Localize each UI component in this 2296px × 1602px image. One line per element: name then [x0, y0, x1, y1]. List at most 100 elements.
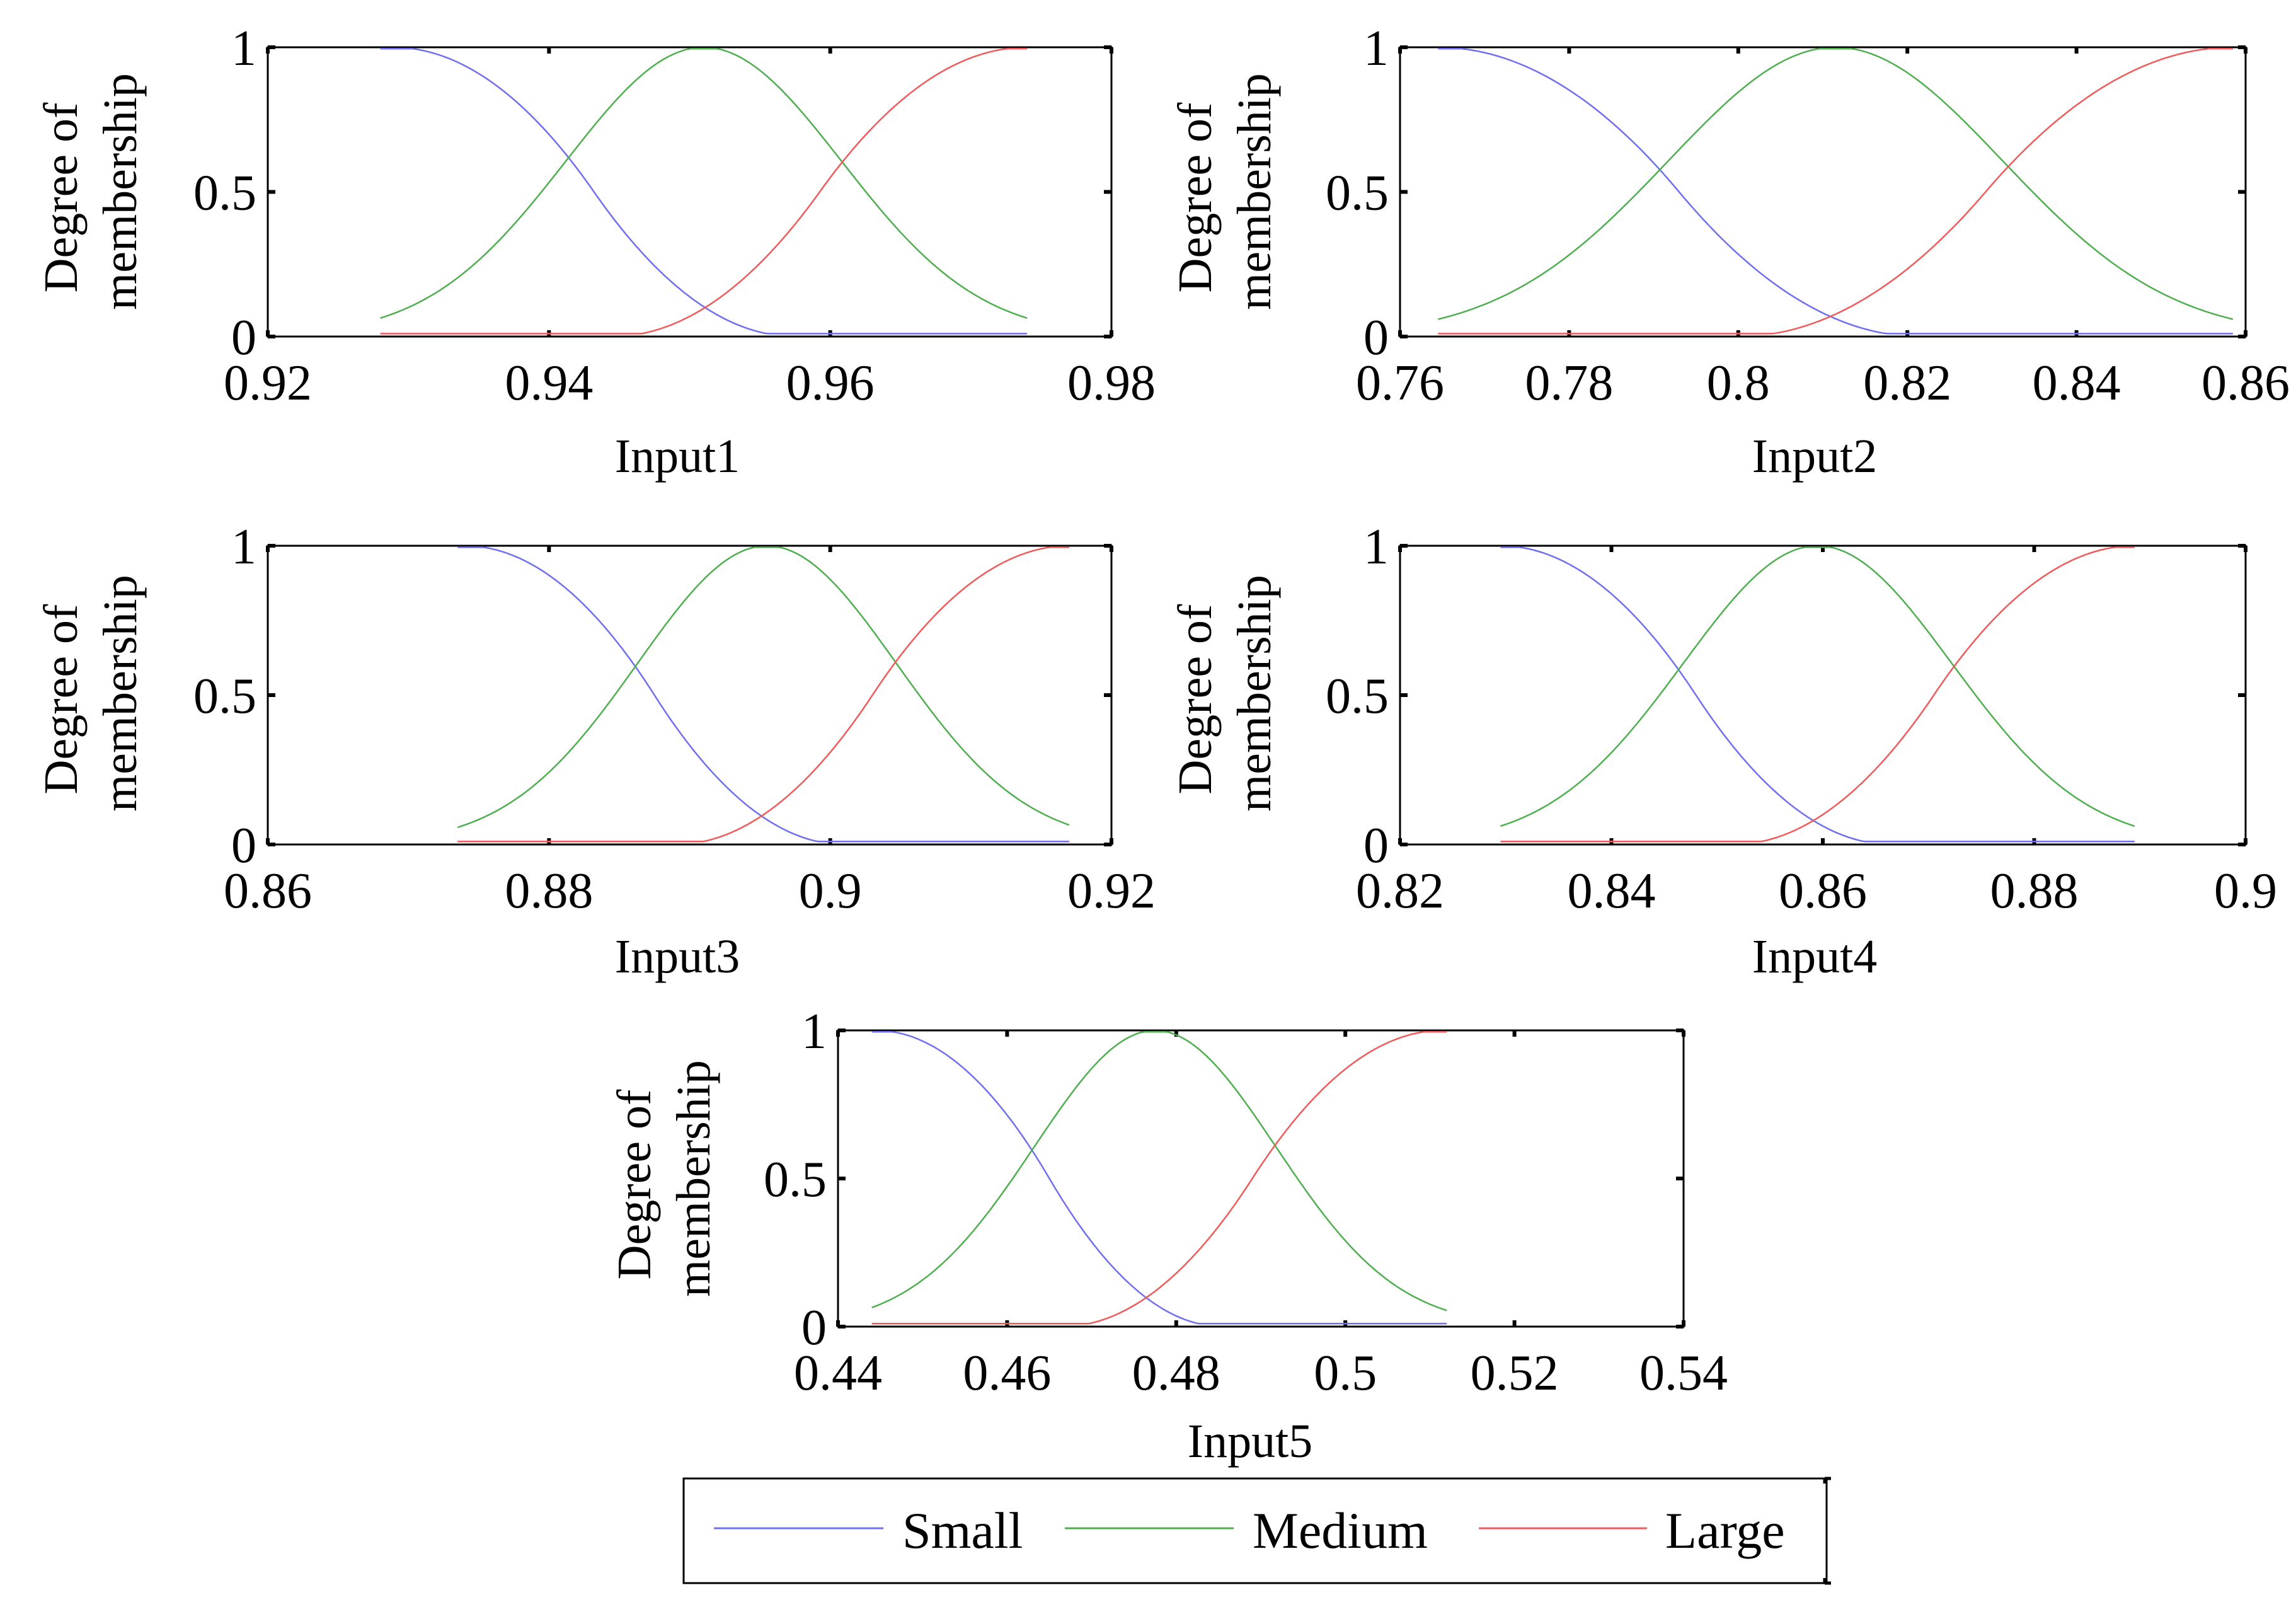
series-line-small — [871, 1031, 1447, 1325]
x-axis-label: Input4 — [1752, 930, 1877, 983]
y-tick-label: 1 — [231, 519, 256, 575]
y-tick-label: 0.5 — [764, 1152, 827, 1207]
y-tick-label: 0.5 — [193, 166, 256, 221]
chart-panel-input2: 0.76 0.78 0.8 0.82 0.84 0.86 0 0.5 1 Inp… — [1169, 21, 2290, 483]
x-tick-labels: 0.82 0.84 0.86 0.88 0.9 — [1356, 863, 2277, 919]
series-line-large — [457, 546, 1069, 843]
series-line-small — [380, 48, 1028, 335]
x-tick-label: 0.5 — [1314, 1346, 1377, 1401]
y-tick-label: 1 — [1363, 21, 1389, 76]
y-tick-label: 0 — [1363, 310, 1389, 366]
x-tick-label: 0.86 — [2201, 355, 2290, 411]
x-tick-label: 0.82 — [1863, 355, 1951, 411]
y-tick-label: 0.5 — [1326, 669, 1389, 724]
x-tick-labels: 0.76 0.78 0.8 0.82 0.84 0.86 — [1356, 355, 2290, 411]
x-tick-label: 0.88 — [505, 863, 593, 919]
y-tick-label: 0.5 — [1326, 166, 1389, 221]
x-tick-label: 0.88 — [1990, 863, 2079, 919]
y-axis-label: Degree of membership — [1169, 575, 1281, 812]
y-axis-label-line1: Degree of — [1169, 604, 1222, 794]
x-tick-label: 0.78 — [1525, 355, 1613, 411]
x-axis-label: Input2 — [1752, 430, 1877, 483]
series-lines — [380, 48, 1028, 335]
x-tick-label: 0.8 — [1707, 355, 1770, 411]
x-tick-label: 0.48 — [1132, 1346, 1220, 1401]
y-tick-labels: 0 0.5 1 — [764, 1004, 827, 1356]
y-axis-label: Degree of membership — [1169, 73, 1281, 310]
series-line-medium — [871, 1031, 1447, 1311]
chart-panel-input5: 0.44 0.46 0.48 0.5 0.52 0.54 0 0.5 1 Inp… — [608, 1004, 1728, 1468]
plot-frame — [1399, 46, 2247, 338]
y-tick-labels: 0 0.5 1 — [193, 519, 256, 873]
series-line-small — [457, 546, 1069, 843]
x-tick-label: 0.52 — [1471, 1346, 1559, 1401]
x-tick-label: 0.86 — [224, 863, 312, 919]
series-line-medium — [457, 546, 1070, 828]
legend-box — [682, 1477, 1828, 1584]
x-tick-label: 0.84 — [2033, 355, 2121, 411]
plot-frame — [1399, 545, 2247, 846]
y-axis-label-line1: Degree of — [35, 102, 88, 292]
chart-panel-input1: 0.92 0.94 0.96 0.98 0 0.5 1 Input1 Degre… — [35, 21, 1156, 483]
y-axis-ticks — [1400, 45, 2246, 338]
x-axis-label: Input3 — [615, 930, 740, 983]
y-tick-label: 0.5 — [193, 669, 256, 724]
x-tick-label: 0.9 — [799, 863, 862, 919]
x-tick-label: 0.44 — [794, 1346, 882, 1401]
x-tick-label: 0.46 — [963, 1346, 1051, 1401]
x-tick-labels: 0.86 0.88 0.9 0.92 — [224, 863, 1156, 919]
y-tick-label: 1 — [231, 21, 256, 76]
y-axis-label: Degree of membership — [35, 73, 147, 310]
series-line-large — [1500, 546, 2135, 843]
legend-label-small: Small — [902, 1502, 1023, 1559]
y-tick-label: 0 — [801, 1300, 827, 1356]
chart-panel-input3: 0.86 0.88 0.9 0.92 0 0.5 1 Input3 Degree… — [35, 519, 1156, 983]
plot-frame — [267, 545, 1113, 846]
y-axis-ticks — [268, 544, 1111, 846]
y-axis-ticks — [838, 1029, 1684, 1328]
x-tick-label: 0.92 — [1067, 863, 1156, 919]
plot-frame — [837, 1029, 1685, 1328]
y-tick-labels: 0 0.5 1 — [193, 21, 256, 366]
series-lines — [1438, 48, 2234, 335]
series-lines — [1500, 546, 2135, 843]
series-lines — [457, 546, 1070, 843]
x-tick-label: 0.96 — [786, 355, 875, 411]
y-axis-label-line1: Degree of — [608, 1089, 661, 1279]
legend-corner-marks — [1823, 1477, 1831, 1585]
series-line-large — [1438, 48, 2233, 335]
plot-frame — [267, 46, 1113, 338]
x-tick-label: 0.54 — [1639, 1346, 1728, 1401]
y-axis-label: Degree of membership — [35, 575, 147, 812]
series-line-medium — [1500, 546, 2135, 827]
series-line-small — [1438, 48, 2233, 335]
y-tick-labels: 0 0.5 1 — [1326, 21, 1389, 366]
y-tick-label: 1 — [1363, 519, 1389, 575]
y-axis-ticks — [268, 45, 1111, 338]
x-tick-labels: 0.92 0.94 0.96 0.98 — [224, 355, 1156, 411]
x-tick-label: 0.92 — [224, 355, 312, 411]
legend-label-large: Large — [1665, 1502, 1785, 1559]
y-axis-label-line2: membership — [1228, 575, 1281, 812]
x-tick-label: 0.84 — [1568, 863, 1656, 919]
y-tick-label: 0 — [231, 310, 256, 366]
x-tick-label: 0.86 — [1779, 863, 1867, 919]
x-tick-label: 0.94 — [505, 355, 593, 411]
series-line-large — [380, 48, 1028, 335]
y-axis-label-line2: membership — [94, 575, 147, 812]
x-axis-label: Input5 — [1188, 1415, 1312, 1468]
y-axis-label-line1: Degree of — [35, 604, 88, 794]
series-line-medium — [380, 48, 1028, 319]
y-tick-label: 1 — [801, 1004, 827, 1059]
x-tick-label: 0.76 — [1356, 355, 1444, 411]
y-axis-label: Degree of membership — [608, 1060, 720, 1297]
y-axis-ticks — [1400, 544, 2246, 846]
y-tick-label: 0 — [231, 818, 256, 873]
series-lines — [871, 1031, 1447, 1325]
chart-panel-input4: 0.82 0.84 0.86 0.88 0.9 0 0.5 1 Input4 D… — [1169, 519, 2277, 983]
y-tick-labels: 0 0.5 1 — [1326, 519, 1389, 873]
y-axis-label-line2: membership — [1228, 73, 1281, 310]
series-line-medium — [1438, 48, 2234, 320]
x-tick-label: 0.9 — [2214, 863, 2277, 919]
